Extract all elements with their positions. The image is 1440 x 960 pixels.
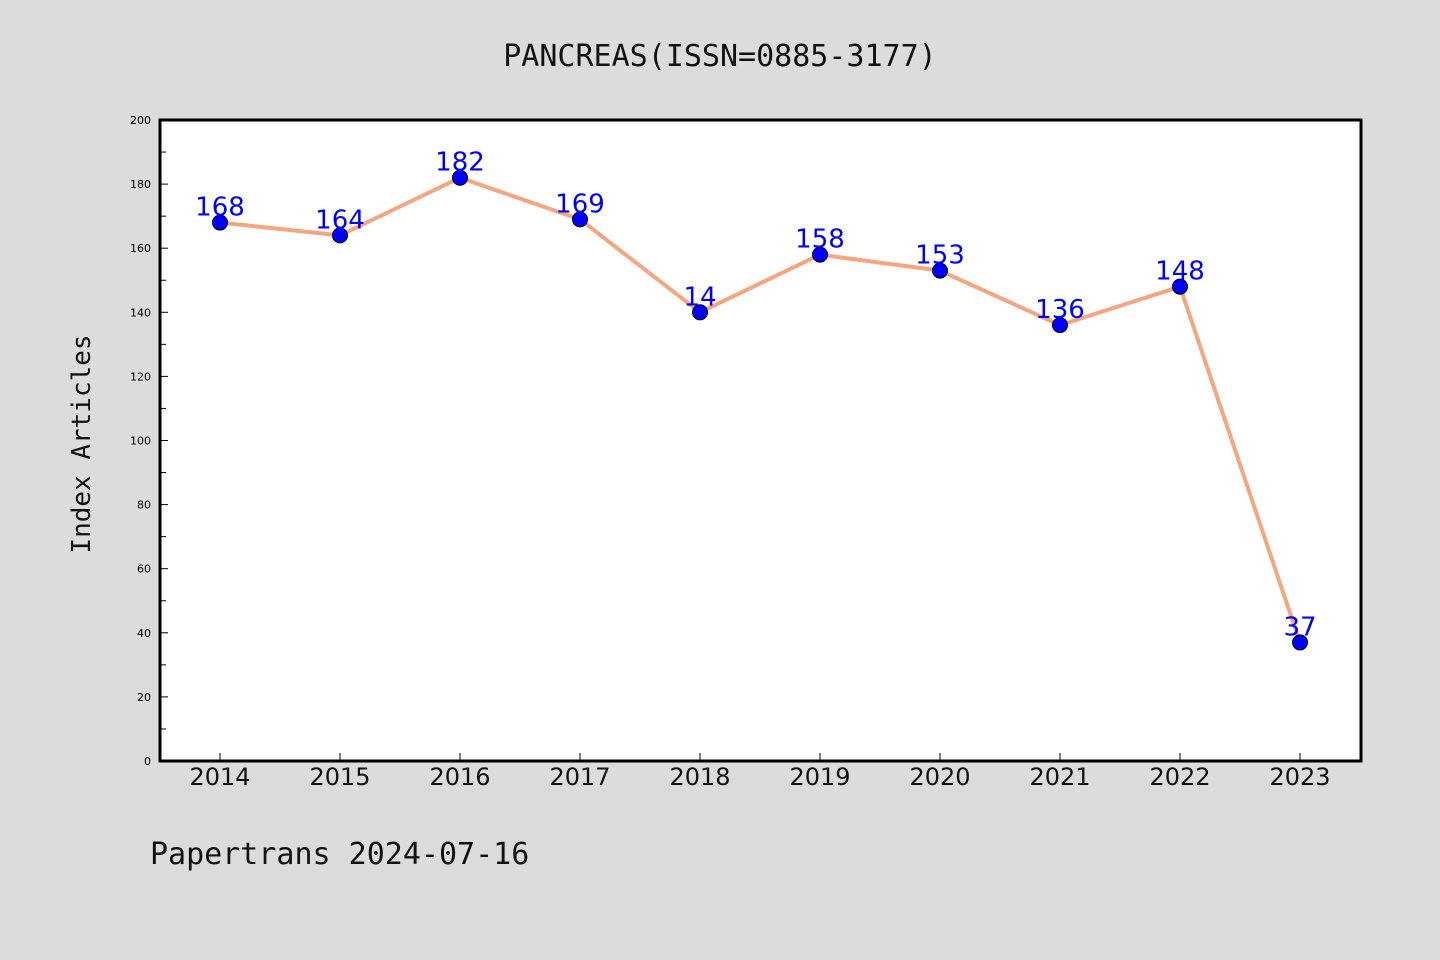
x-tick-label: 2017 bbox=[549, 763, 610, 791]
y-tick-label: 40 bbox=[137, 627, 151, 640]
y-tick-label: 120 bbox=[130, 370, 151, 383]
y-tick-label: 100 bbox=[130, 435, 151, 448]
y-tick-label: 200 bbox=[130, 114, 151, 127]
data-label: 169 bbox=[555, 189, 605, 219]
y-tick-label: 180 bbox=[130, 178, 151, 191]
data-point bbox=[212, 214, 228, 231]
data-label: 37 bbox=[1283, 612, 1316, 642]
data-point bbox=[932, 262, 948, 279]
x-tick-label: 2016 bbox=[429, 763, 490, 791]
footer-watermark: Papertrans 2024-07-16 bbox=[150, 837, 529, 872]
data-point bbox=[1172, 278, 1188, 295]
data-label: 136 bbox=[1035, 295, 1085, 325]
data-point bbox=[332, 227, 348, 244]
data-point bbox=[452, 169, 468, 186]
data-label: 182 bbox=[435, 148, 485, 178]
x-tick-label: 2023 bbox=[1269, 763, 1330, 791]
x-axis-ticks: 2014 2015 2016 2017 2018 2019 2020 2021 2022 2023 bbox=[189, 753, 1331, 791]
x-tick-label: 2021 bbox=[1029, 763, 1090, 791]
data-label: 164 bbox=[315, 205, 365, 235]
series-1: 168 164 182 169 14 158 153 136 148 37 bbox=[195, 148, 1317, 651]
y-tick-label: 160 bbox=[130, 242, 151, 255]
x-tick-label: 2014 bbox=[189, 763, 250, 791]
y-axis-label: Index Articles bbox=[67, 334, 97, 553]
y-tick-label: 20 bbox=[137, 691, 151, 704]
y-tick-label: 0 bbox=[144, 755, 151, 768]
data-label: 153 bbox=[915, 241, 965, 271]
data-point bbox=[812, 246, 828, 263]
x-tick-label: 2019 bbox=[789, 763, 850, 791]
x-tick-label: 2022 bbox=[1149, 763, 1210, 791]
data-point bbox=[572, 211, 588, 228]
x-tick-label: 2020 bbox=[909, 763, 970, 791]
data-label: 14 bbox=[683, 282, 716, 312]
y-tick-label: 60 bbox=[137, 563, 151, 576]
data-label: 158 bbox=[795, 225, 845, 255]
data-point bbox=[692, 304, 708, 321]
data-label: 148 bbox=[1155, 257, 1205, 287]
data-point bbox=[1292, 634, 1308, 651]
x-tick-label: 2015 bbox=[309, 763, 370, 791]
series-line bbox=[219, 175, 1302, 644]
data-point bbox=[1052, 317, 1068, 334]
data-label: 168 bbox=[195, 193, 245, 223]
y-tick-label: 80 bbox=[137, 499, 151, 512]
x-tick-label: 2018 bbox=[669, 763, 730, 791]
chart-title: PANCREAS(ISSN=0885-3177) bbox=[503, 39, 936, 74]
y-tick-label: 140 bbox=[130, 306, 151, 319]
y-axis-ticks: 0 20 40 60 80 100 120 140 160 180 200 bbox=[130, 114, 168, 768]
